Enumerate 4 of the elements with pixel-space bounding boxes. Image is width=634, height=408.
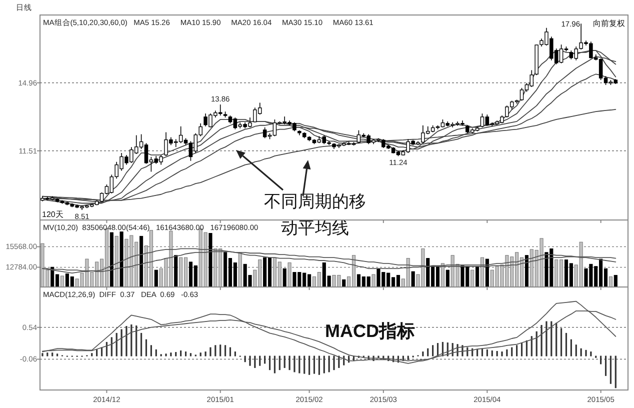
annotation: 120天 xyxy=(42,210,64,219)
annotation: 不同周期的移动平均线 xyxy=(264,192,366,238)
annotation: 向前复权 xyxy=(593,19,625,28)
annotation: MACD指标 xyxy=(325,321,415,341)
